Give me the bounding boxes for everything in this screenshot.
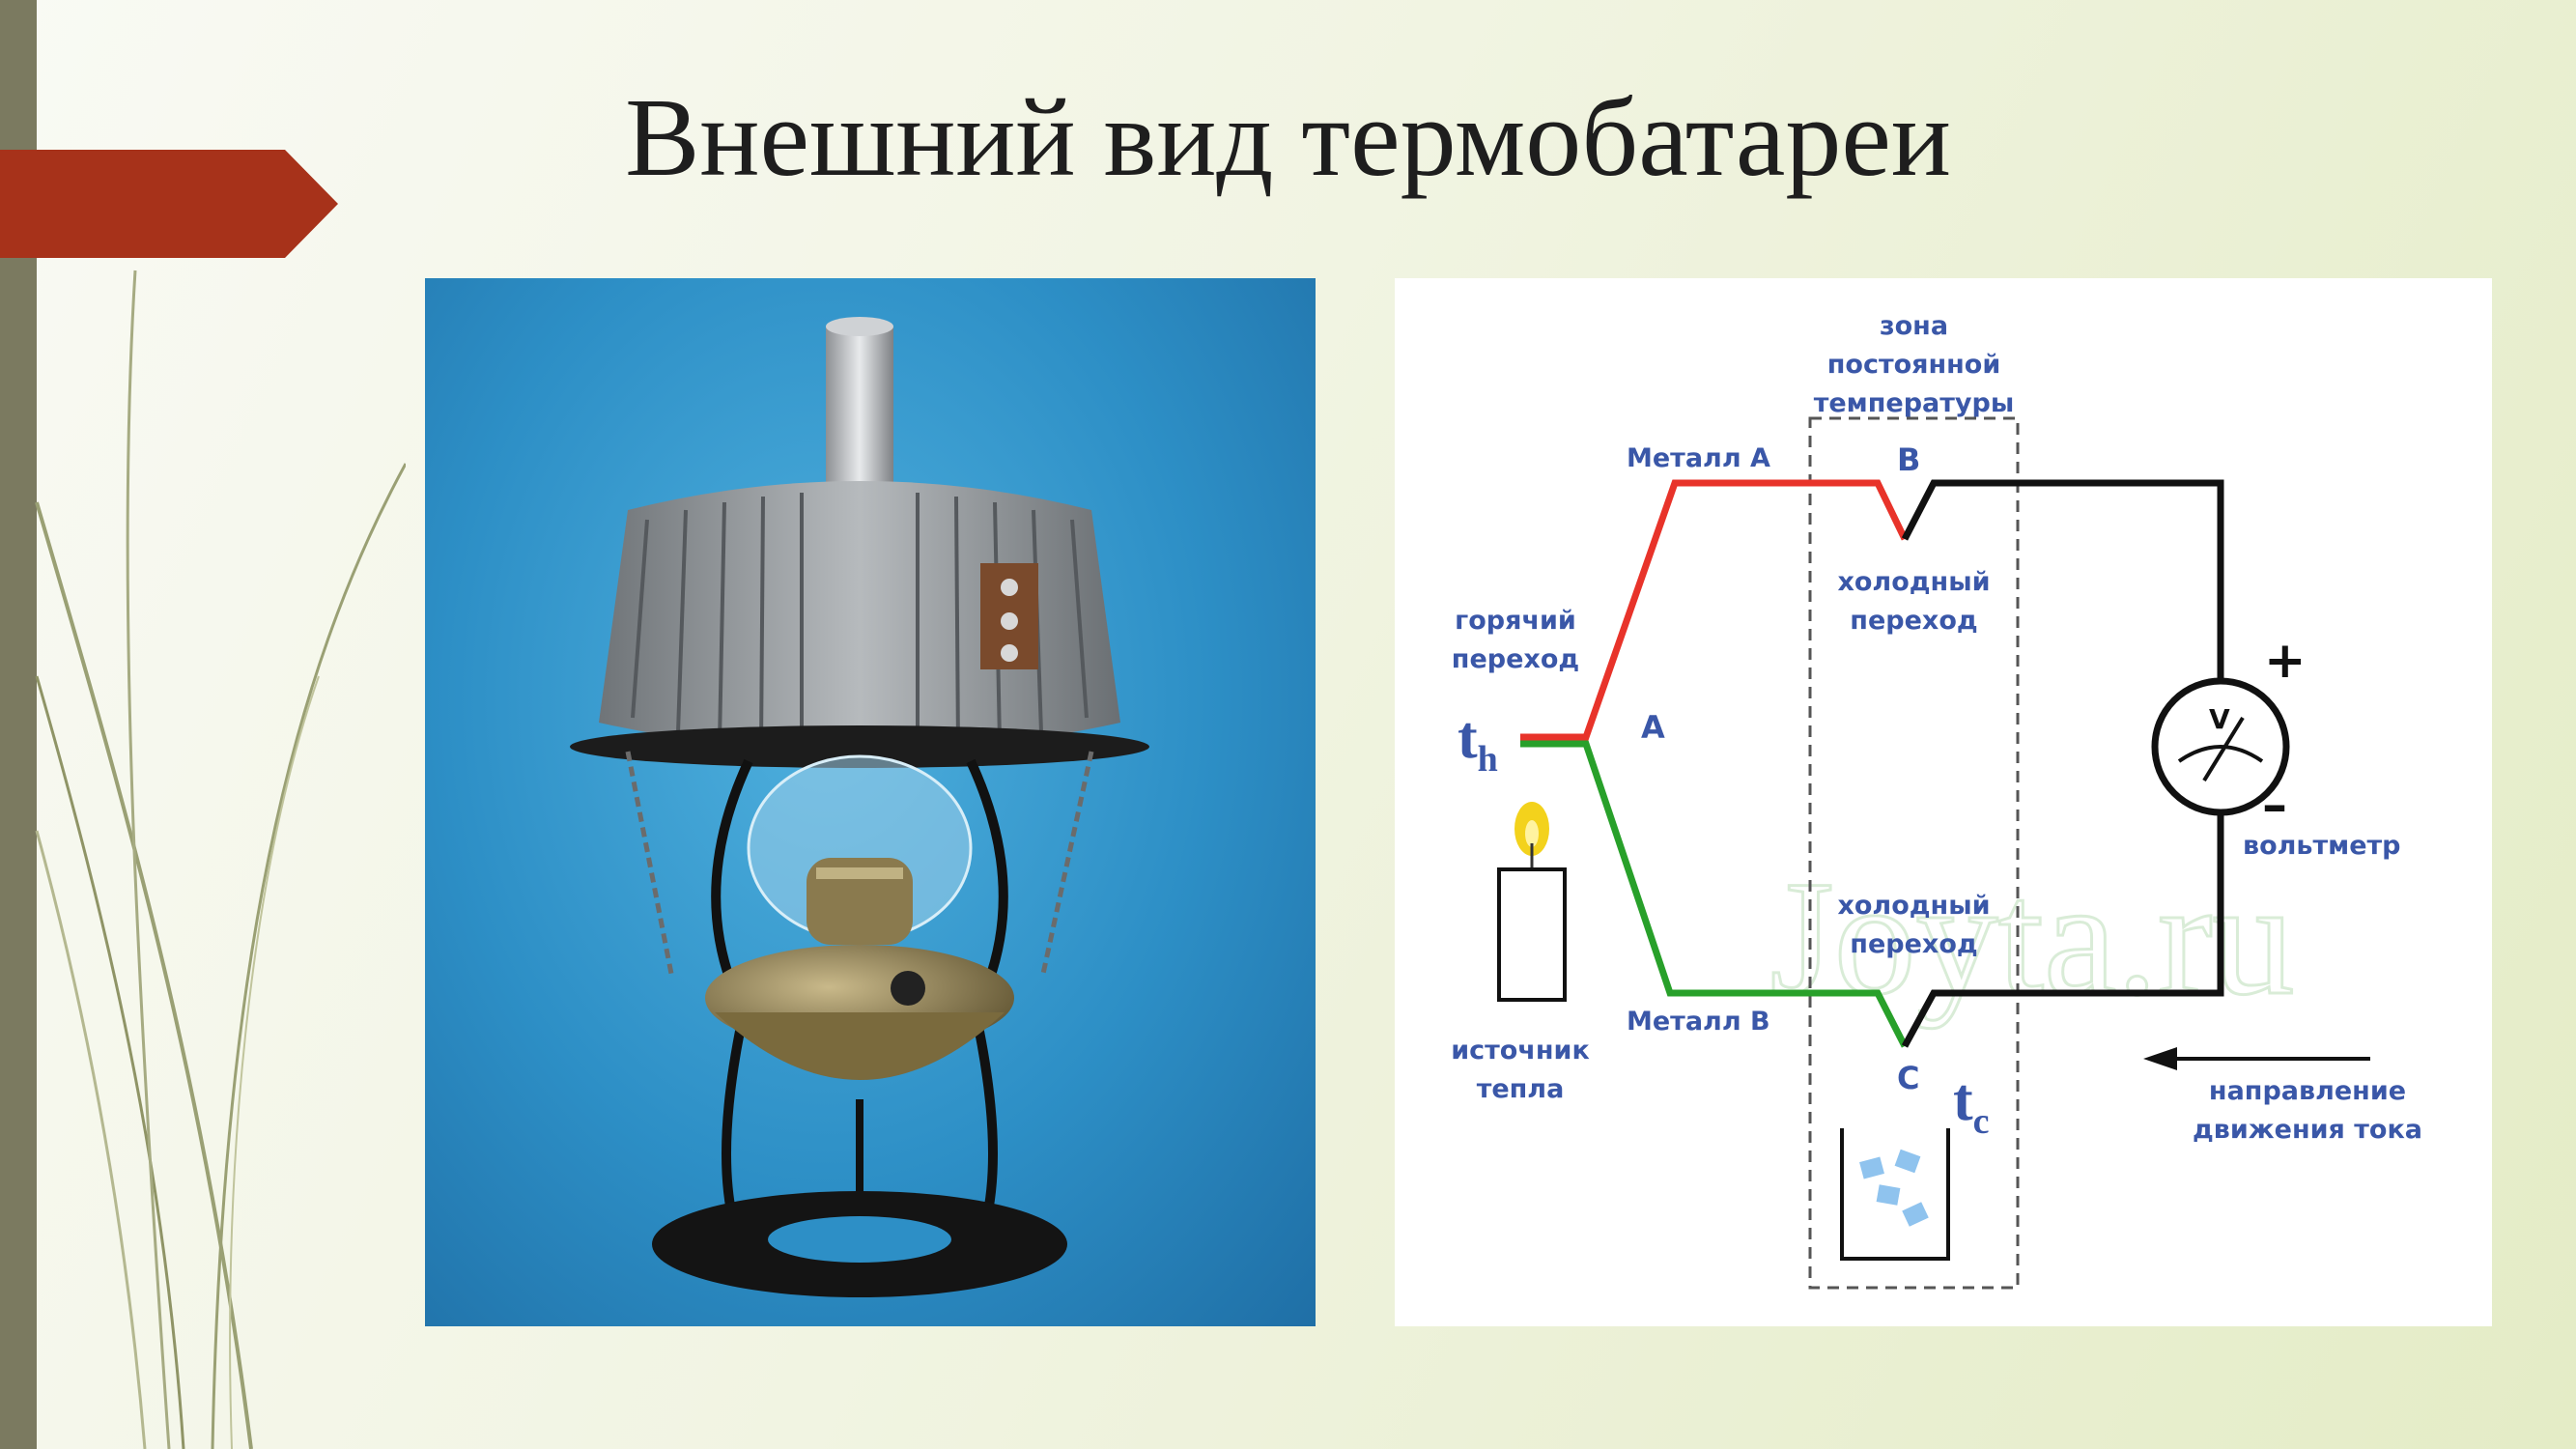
cold-junction-top-line-1: холодный: [1837, 567, 1991, 597]
zone-label-line-3: температуры: [1813, 388, 2015, 418]
t-cold-symbol: t: [1953, 1067, 1973, 1133]
point-a-label: A: [1641, 709, 1665, 746]
cold-junction-bottom-line-2: переход: [1850, 929, 1978, 959]
cold-junction-top-line-2: переход: [1850, 606, 1978, 636]
t-cold-subscript: c: [1972, 1101, 1990, 1142]
thermobattery-photo: [425, 278, 1316, 1326]
plus-sign: +: [2264, 632, 2307, 690]
copper-wire-bottom: [1901, 805, 2224, 1048]
cold-junction-bottom-line-1: холодный: [1837, 891, 1991, 921]
zone-label-line-1: зона: [1879, 311, 1949, 341]
hot-junction-label: горячий переход: [1433, 602, 1598, 679]
metal-a-wire: [1520, 479, 1909, 741]
hot-junction-line-1: горячий: [1455, 606, 1576, 636]
copper-wire-top: [1901, 479, 2224, 689]
hot-junction-line-2: переход: [1451, 644, 1580, 674]
heat-source-line-1: источник: [1451, 1036, 1590, 1065]
cold-junction-bottom-label: холодный переход: [1800, 887, 2027, 964]
candle-icon: [1497, 867, 1567, 1002]
zone-label-line-2: постоянной: [1826, 350, 2001, 380]
metal-b-label: Металл B: [1627, 1007, 1770, 1037]
t-hot-symbol: t: [1458, 705, 1478, 771]
zone-label: зона постоянной температуры: [1800, 307, 2027, 423]
decorative-grass-lines: [35, 270, 406, 1449]
point-b-label: B: [1897, 441, 1921, 478]
metal-b-wire: [1520, 740, 1909, 1048]
constant-temperature-zone: [1808, 416, 2020, 1290]
voltmeter-symbol: V: [2209, 703, 2230, 735]
minus-sign: –: [2262, 777, 2287, 835]
watermark: Joyta.ru: [1770, 847, 2295, 1029]
slide-title: Внешний вид термобатареи: [625, 76, 1951, 200]
metal-a-label: Металл A: [1627, 443, 1770, 473]
voltmeter-label: вольтметр: [2243, 831, 2401, 861]
current-direction-label: направление движения тока: [2187, 1072, 2428, 1150]
point-c-label: C: [1897, 1060, 1920, 1096]
current-direction-line-2: движения тока: [2192, 1115, 2423, 1145]
t-hot-label: th: [1458, 708, 1498, 789]
thermocouple-diagram: Joyta.ru зона постоянной температуры М: [1395, 278, 2492, 1326]
t-hot-subscript: h: [1477, 739, 1498, 780]
current-direction-line-1: направление: [2208, 1076, 2407, 1106]
cold-junction-top-label: холодный переход: [1800, 563, 2027, 640]
ice-beaker-icon: [1840, 1128, 1950, 1261]
title-arrow-tab: [0, 150, 338, 258]
heat-source-line-2: тепла: [1476, 1074, 1565, 1104]
t-cold-label: tc: [1953, 1070, 1990, 1151]
heat-source-label: источник тепла: [1433, 1032, 1607, 1109]
